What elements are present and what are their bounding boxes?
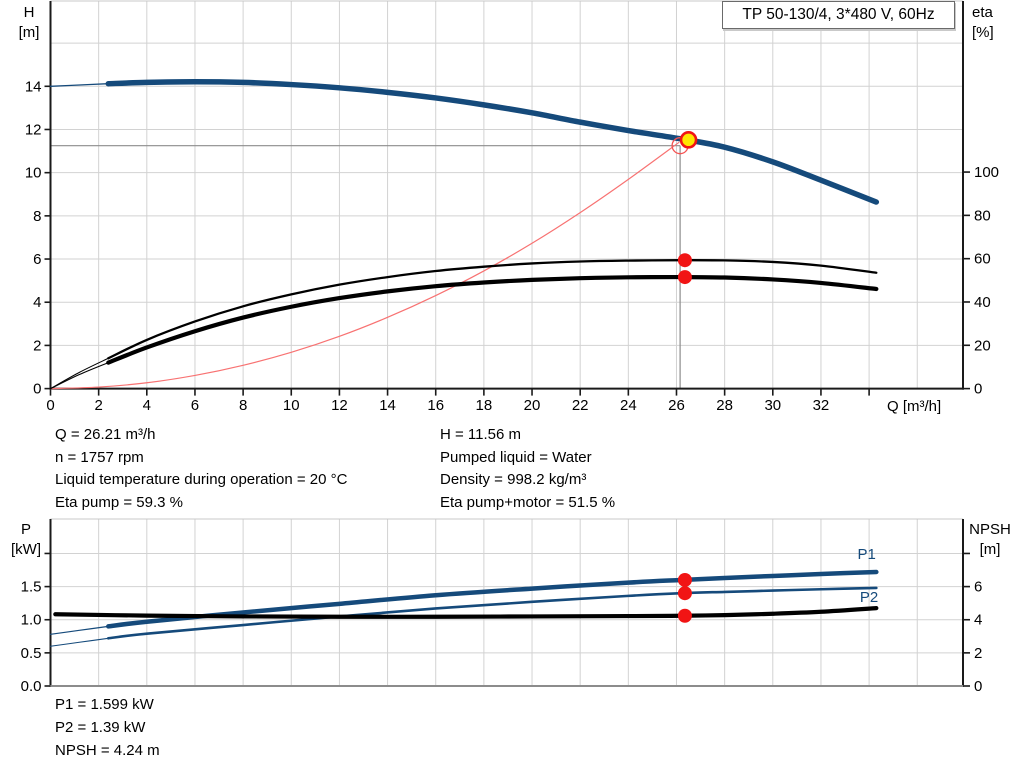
y-left-tick-label: 2 [33,337,41,354]
duty-point-marker [677,608,692,623]
y-right-tick-label: 60 [974,251,991,268]
result-line-p1: P1 = 1.599 kW [55,696,154,713]
x-tick-label: 32 [813,397,830,414]
duty-point-marker [677,586,692,601]
y-right-tick-label: 4 [974,612,982,629]
p-axis-unit-symbol: P [20,521,31,538]
npsh-axis-unit-symbol: NPSH [969,521,1011,538]
info-line-pumped-liquid: Pumped liquid = Water [440,448,592,466]
x-tick-label: 26 [668,397,685,414]
pump-title-box: TP 50-130/4, 3*480 V, 60Hz [722,1,955,29]
y-left-tick-label: 12 [25,121,42,138]
eta-axis-unit-symbol: eta [972,4,993,21]
y-left-tick-label: 8 [33,208,41,225]
npsh-axis-unit-bracket: [m] [979,541,1001,558]
h-axis-unit-bracket: [m] [18,24,40,41]
y-right-tick-label: 20 [974,337,991,354]
info-line-speed: n = 1757 rpm [55,448,144,466]
eta-axis-unit: eta [%] [972,3,1016,43]
gridlines [50,0,963,389]
series-h-curve-head- [105,79,880,205]
result-line-npsh: NPSH = 4.24 m [55,742,160,759]
series-p2-shaft-power [106,586,878,640]
duty-info-right-column: H = 11.56 m Pumped liquid = Water Densit… [440,424,615,514]
y-left-tick-label: 0 [33,381,41,398]
series-eta-pump [107,259,878,360]
y-left-tick-label: 0.5 [21,645,42,662]
info-line-liquid-temp: Liquid temperature during operation = 20… [55,471,348,488]
x-tick-label: 12 [331,397,348,414]
y-left-tick-label: 1.0 [21,612,42,629]
x-tick-label: 10 [283,397,300,414]
power-npsh-chart: 0.0 0.5 1.0 1.5 0 2 4 6 P1 P2 [21,518,982,695]
x-tick-label: 2 [94,397,102,414]
info-line-q: Q = 26.21 m³/h [55,426,156,443]
info-line-density: Density = 998.2 kg/m³ [440,471,587,488]
x-tick-label: 20 [524,397,541,414]
duty-crosshair [50,145,681,389]
result-block: P1 = 1.599 kW P2 = 1.39 kW NPSH = 4.24 m [55,693,160,762]
eta-axis-unit-bracket: [%] [972,24,994,41]
x-tick-label: 22 [572,397,589,414]
npsh-axis-unit: NPSH [m] [964,520,1016,560]
series-system-curve [49,141,680,390]
y-right-tick-label: 40 [974,294,991,311]
x-tick-label: 30 [764,397,781,414]
y-left-tick-label: 4 [33,294,41,311]
y-left-tick-label: 10 [25,165,42,182]
duty-point-marker [677,253,692,268]
series-p1-power-input [106,569,879,629]
series-npsh-curve [53,606,879,619]
x-tick-label: 24 [620,397,637,414]
series-h-curve-lead-in [49,83,109,87]
p-axis-unit-bracket: [kW] [11,541,41,558]
y-left-tick-label: 6 [33,251,41,268]
x-tick-label: 14 [379,397,396,414]
duty-info-left-column: Q = 26.21 m³/h n = 1757 rpm Liquid tempe… [55,424,347,514]
p-axis-unit: P [kW] [4,520,48,560]
h-axis-unit-symbol: H [23,4,35,21]
duty-point-marker [677,270,692,285]
y-right-tick-label: 0 [974,678,982,695]
y-right-tick-label: 0 [974,381,982,398]
h-axis-unit: H [m] [7,3,51,43]
info-line-head: H = 11.56 m [440,426,522,443]
y-right-tick-label: 100 [974,164,999,181]
x-tick-label: 4 [143,397,151,414]
info-line-eta-pump-motor: Eta pump+motor = 51.5 % [440,493,616,511]
duty-point-marker [677,572,692,587]
series-eta-pump+motor-lead-in [49,362,109,390]
series-p2-lead-in [49,637,109,647]
x-tick-label: 28 [716,397,733,414]
x-tick-label: 6 [191,397,199,414]
q-axis-unit: Q [m³/h] [887,398,942,415]
y-right-tick-label: 80 [974,207,991,224]
curve-label-p2: P2 [860,589,878,606]
axes: 0.0 0.5 1.0 1.5 0 2 4 6 [21,519,982,695]
y-left-tick-label: 14 [25,78,42,95]
x-tick-label: 0 [46,397,54,414]
duty-point-marker [679,131,698,149]
x-tick-label: 8 [239,397,247,414]
result-line-p2: P2 = 1.39 kW [55,719,146,736]
y-right-tick-label: 2 [974,645,982,662]
x-tick-label: 16 [427,397,444,414]
x-tick-label: 18 [476,397,493,414]
series-p1-lead-in [49,625,109,635]
series-eta-pump+motor [106,274,879,365]
y-left-tick-label: 1.5 [21,579,42,596]
y-left-tick-label: 0.0 [21,678,42,695]
info-line-eta-pump: Eta pump = 59.3 % [55,493,183,511]
curve-label-p1: P1 [858,546,876,563]
y-right-tick-label: 6 [974,579,982,596]
